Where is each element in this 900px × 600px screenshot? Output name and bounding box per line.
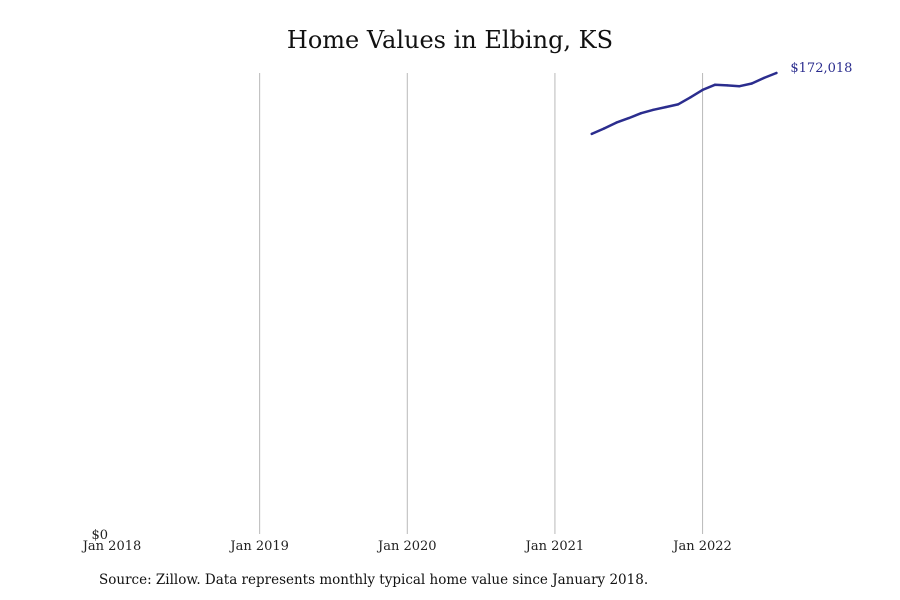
chart-title: Home Values in Elbing, KS: [286, 26, 614, 54]
axis-labels: Jan 2018 Jan 2019 Jan 2020 Jan 2021 Jan 2022…: [81, 528, 732, 554]
data-point: [639, 112, 643, 115]
data-point: [627, 116, 630, 120]
data-point: [726, 84, 729, 87]
x-tick-label: Jan 2021: [524, 539, 585, 554]
data-point: [775, 71, 778, 75]
data-point: [738, 85, 741, 88]
data-point: [602, 127, 606, 130]
x-tick-label: Jan 2020: [376, 539, 437, 554]
end-value-label: $172,018: [790, 61, 852, 76]
data-point: [676, 103, 680, 106]
data-point: [750, 82, 753, 85]
data-point: [689, 96, 692, 99]
data-point: [762, 76, 766, 80]
series-layer: $172,018: [590, 61, 852, 136]
data-point: [701, 88, 704, 92]
source-note: Source: Zillow. Data represents monthly …: [99, 572, 649, 588]
series-line: [590, 71, 778, 136]
x-tick-label: Jan 2018: [81, 539, 142, 554]
x-tick-label: Jan 2022: [671, 539, 732, 554]
data-point: [713, 83, 717, 87]
x-tick-label: Jan 2019: [228, 539, 289, 554]
data-point: [590, 132, 593, 136]
data-point: [615, 121, 618, 124]
data-point: [664, 105, 667, 109]
data-point: [652, 108, 655, 112]
y-tick-label: $0: [91, 528, 108, 543]
grid-lines: [259, 73, 704, 534]
